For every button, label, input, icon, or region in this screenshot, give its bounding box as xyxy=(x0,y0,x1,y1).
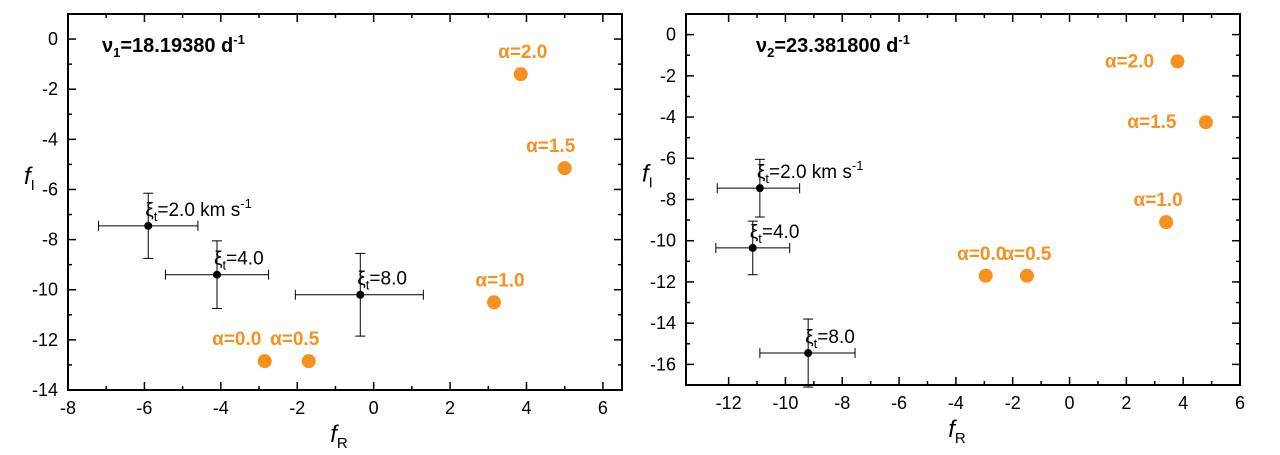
x-tick-label: 6 xyxy=(598,398,608,418)
alpha-point xyxy=(513,67,528,82)
x-tick-label: 6 xyxy=(1235,393,1245,413)
chart-panel-right: -12 -10 -8 -6 -4 -2 0 2 4 6 0 -2 -4 -6 -8 -10 -12 -14 -16 f… xyxy=(642,13,1245,447)
alpha-point-label: α=1.5 xyxy=(1127,112,1177,133)
y-tick-label: -14 xyxy=(650,313,676,333)
alpha-point xyxy=(1170,54,1185,69)
x-axis-label: fR xyxy=(948,416,966,447)
alpha-point-label: α=0.0 xyxy=(212,329,261,350)
y-tick-label: 0 xyxy=(48,29,58,49)
error-point-label: ξt=2.0 km s-1 xyxy=(757,158,864,186)
x-tick-label: -4 xyxy=(213,398,229,418)
error-point: ξt=8.0 xyxy=(759,318,856,388)
y-tick-label: -12 xyxy=(32,330,58,350)
y-tick-label: -8 xyxy=(660,190,676,210)
x-tick-label: -2 xyxy=(289,398,305,418)
alpha-point-label: α=0.5 xyxy=(270,329,320,350)
x-tick-label: 0 xyxy=(369,398,379,418)
x-tick-label: -8 xyxy=(60,398,76,418)
data-point xyxy=(755,184,764,193)
alpha-point-label: α=2.0 xyxy=(1105,51,1154,72)
error-point: ξt=2.0 km s-1 xyxy=(98,192,252,259)
y-tick-label: 0 xyxy=(666,25,676,45)
data-point xyxy=(356,290,365,299)
y-tick-label: -14 xyxy=(32,380,58,400)
x-tick-label: -4 xyxy=(948,393,964,413)
y-tick-label: -6 xyxy=(42,179,58,199)
x-tick-label: -6 xyxy=(891,393,907,413)
x-tick-label: -2 xyxy=(1005,393,1021,413)
y-tick-label: -10 xyxy=(32,280,58,300)
alpha-point-label: α=2.0 xyxy=(498,42,547,63)
x-tick-label: 0 xyxy=(1065,393,1075,413)
x-tick-label: 4 xyxy=(521,398,531,418)
y-tick-label: -12 xyxy=(650,272,676,292)
x-tick-label: 2 xyxy=(1121,393,1131,413)
y-tick-label: -6 xyxy=(660,148,676,168)
y-tick-label: -16 xyxy=(650,354,676,374)
y-tick-label: -4 xyxy=(660,107,676,127)
data-point xyxy=(213,270,222,279)
alpha-point-label: α=1.0 xyxy=(1134,190,1183,211)
x-tick-label: -10 xyxy=(772,393,798,413)
panel-title: ν2=23.381800 d-1 xyxy=(756,32,910,60)
error-point: ξt=2.0 km s-1 xyxy=(716,158,864,218)
alpha-point xyxy=(1198,115,1213,130)
error-point: ξt=8.0 xyxy=(294,252,424,337)
y-tick-label: -4 xyxy=(42,129,58,149)
panel-title: ν1=18.19380 d-1 xyxy=(102,32,245,60)
error-point-label: ξt=4.0 xyxy=(750,222,800,246)
y-axis-label: fI xyxy=(642,161,653,192)
plot-frame xyxy=(67,13,623,391)
error-point-label: ξt=8.0 xyxy=(805,327,855,351)
alpha-point xyxy=(257,354,272,369)
alpha-point xyxy=(1159,215,1174,230)
alpha-point-label: α=1.5 xyxy=(526,136,576,157)
alpha-point xyxy=(1019,268,1034,283)
alpha-point-label: α=1.0 xyxy=(475,270,524,291)
alpha-point xyxy=(978,268,993,283)
y-tick-label: -8 xyxy=(42,230,58,250)
alpha-point xyxy=(487,295,502,310)
alpha-point-label: α=0.5 xyxy=(1002,244,1052,265)
alpha-point xyxy=(557,161,572,176)
x-axis-label: fR xyxy=(330,421,348,452)
x-tick-label: -6 xyxy=(136,398,152,418)
data-point xyxy=(804,349,813,358)
alpha-point-label: α=0.0 xyxy=(957,244,1006,265)
error-point-label: ξt=8.0 xyxy=(357,269,407,293)
y-tick-label: -10 xyxy=(650,231,676,251)
x-tick-label: -8 xyxy=(834,393,850,413)
chart-panel-left: -8 -6 -4 -2 0 2 4 6 0 -2 -4 -6 -8 -10 -12 -14 fR fI ν1=18.… xyxy=(24,13,623,452)
y-axis-label: fI xyxy=(24,163,35,194)
error-point: ξt=4.0 xyxy=(715,220,800,276)
data-point xyxy=(748,243,757,252)
alpha-point xyxy=(301,354,316,369)
error-point-label: ξt=4.0 xyxy=(214,249,264,273)
x-tick-label: 4 xyxy=(1178,393,1188,413)
x-tick-label: -12 xyxy=(716,393,742,413)
error-point: ξt=4.0 xyxy=(164,240,270,310)
data-point xyxy=(144,221,153,230)
y-tick-label: -2 xyxy=(660,66,676,86)
x-tick-label: 2 xyxy=(445,398,455,418)
y-tick-label: -2 xyxy=(42,79,58,99)
error-point-label: ξt=2.0 km s-1 xyxy=(145,196,252,224)
